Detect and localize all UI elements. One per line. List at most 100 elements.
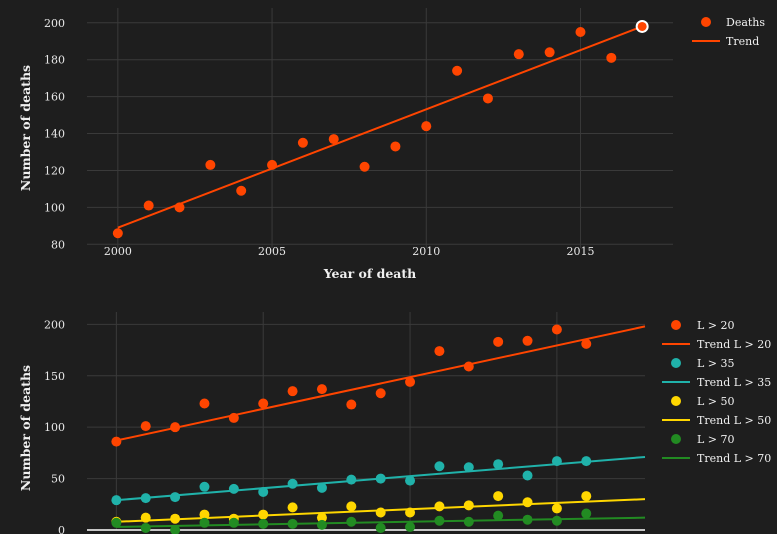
deaths-point[interactable] bbox=[390, 141, 401, 152]
data-point[interactable] bbox=[375, 388, 386, 399]
legend-item-deaths[interactable]: Deaths bbox=[701, 16, 765, 29]
data-point[interactable] bbox=[551, 456, 562, 467]
data-point[interactable] bbox=[551, 515, 562, 526]
data-point[interactable] bbox=[405, 507, 416, 518]
data-point[interactable] bbox=[287, 478, 298, 489]
data-point[interactable] bbox=[228, 483, 239, 494]
legend-item[interactable]: L > 70 bbox=[671, 433, 735, 446]
data-point[interactable] bbox=[581, 338, 592, 349]
legend-item[interactable]: Trend L > 20 bbox=[662, 338, 771, 351]
deaths-point[interactable] bbox=[174, 202, 185, 213]
deaths-point[interactable] bbox=[544, 47, 555, 58]
deaths-point[interactable] bbox=[482, 93, 493, 104]
legend-item[interactable]: L > 35 bbox=[671, 357, 735, 370]
data-point[interactable] bbox=[258, 509, 269, 520]
deaths-point[interactable] bbox=[452, 65, 463, 76]
deaths-point[interactable] bbox=[513, 49, 524, 60]
data-point[interactable] bbox=[493, 491, 504, 502]
legend-item[interactable]: Trend L > 70 bbox=[662, 452, 771, 465]
data-point[interactable] bbox=[140, 421, 151, 432]
data-point[interactable] bbox=[493, 336, 504, 347]
data-point[interactable] bbox=[199, 517, 210, 528]
legend-item[interactable]: Trend L > 35 bbox=[662, 376, 771, 389]
data-point[interactable] bbox=[287, 518, 298, 529]
data-point[interactable] bbox=[434, 461, 445, 472]
deaths-point[interactable] bbox=[205, 159, 216, 170]
legend-item[interactable]: L > 20 bbox=[671, 319, 735, 332]
data-point[interactable] bbox=[111, 436, 122, 447]
data-point[interactable] bbox=[551, 503, 562, 514]
data-point[interactable] bbox=[405, 376, 416, 387]
data-point[interactable] bbox=[140, 512, 151, 523]
data-point[interactable] bbox=[522, 335, 533, 346]
data-point[interactable] bbox=[346, 474, 357, 485]
data-point[interactable] bbox=[375, 473, 386, 484]
deaths-point[interactable] bbox=[236, 185, 247, 196]
data-point[interactable] bbox=[316, 384, 327, 395]
data-point[interactable] bbox=[228, 412, 239, 423]
bottom-plot-points[interactable] bbox=[111, 324, 592, 534]
data-point[interactable] bbox=[199, 481, 210, 492]
data-point[interactable] bbox=[170, 492, 181, 503]
data-point[interactable] bbox=[581, 456, 592, 467]
data-point[interactable] bbox=[316, 512, 327, 523]
data-point[interactable] bbox=[434, 515, 445, 526]
data-point[interactable] bbox=[463, 462, 474, 473]
data-point[interactable] bbox=[405, 475, 416, 486]
data-point[interactable] bbox=[199, 509, 210, 520]
data-point[interactable] bbox=[522, 514, 533, 525]
data-point[interactable] bbox=[375, 507, 386, 518]
data-point[interactable] bbox=[463, 516, 474, 527]
data-point[interactable] bbox=[375, 522, 386, 533]
data-point[interactable] bbox=[111, 517, 122, 528]
legend-label: L > 70 bbox=[697, 433, 735, 446]
deaths-point[interactable] bbox=[112, 228, 123, 239]
data-point[interactable] bbox=[434, 346, 445, 357]
data-point[interactable] bbox=[316, 482, 327, 493]
top-y-tick-label: 160 bbox=[44, 91, 65, 104]
data-point[interactable] bbox=[111, 495, 122, 506]
legend-item[interactable]: L > 50 bbox=[671, 395, 735, 408]
deaths-point[interactable] bbox=[421, 121, 432, 132]
data-point[interactable] bbox=[199, 398, 210, 409]
data-point[interactable] bbox=[522, 470, 533, 481]
deaths-point[interactable] bbox=[328, 134, 339, 145]
top-plot-points[interactable] bbox=[112, 19, 649, 239]
data-point[interactable] bbox=[228, 517, 239, 528]
deaths-point-highlighted[interactable] bbox=[635, 19, 649, 33]
data-point[interactable] bbox=[140, 493, 151, 504]
data-point[interactable] bbox=[405, 521, 416, 532]
legend-item[interactable]: Trend L > 50 bbox=[662, 414, 771, 427]
data-point[interactable] bbox=[463, 361, 474, 372]
data-point[interactable] bbox=[434, 501, 445, 512]
data-point[interactable] bbox=[493, 510, 504, 521]
data-point[interactable] bbox=[346, 399, 357, 410]
data-point[interactable] bbox=[463, 500, 474, 511]
data-point[interactable] bbox=[581, 508, 592, 519]
top-legend[interactable]: Deaths Trend bbox=[692, 16, 765, 48]
data-point[interactable] bbox=[581, 491, 592, 502]
legend-item-trend[interactable]: Trend bbox=[692, 35, 759, 48]
deaths-point[interactable] bbox=[575, 27, 586, 37]
data-point[interactable] bbox=[170, 513, 181, 524]
deaths-point[interactable] bbox=[143, 200, 154, 211]
data-point[interactable] bbox=[258, 486, 269, 497]
data-point[interactable] bbox=[316, 519, 327, 530]
data-point[interactable] bbox=[258, 398, 269, 409]
deaths-point[interactable] bbox=[359, 161, 370, 172]
deaths-point[interactable] bbox=[297, 137, 308, 148]
data-point[interactable] bbox=[522, 497, 533, 508]
data-point[interactable] bbox=[140, 522, 151, 533]
deaths-point[interactable] bbox=[267, 159, 278, 170]
data-point[interactable] bbox=[346, 516, 357, 527]
data-point[interactable] bbox=[170, 422, 181, 433]
bottom-legend[interactable]: L > 20 Trend L > 20 L > 35 Trend L > 35 L > … bbox=[662, 319, 771, 465]
data-point[interactable] bbox=[170, 525, 181, 534]
data-point[interactable] bbox=[287, 502, 298, 513]
deaths-point[interactable] bbox=[606, 52, 617, 63]
data-point[interactable] bbox=[493, 459, 504, 470]
data-point[interactable] bbox=[287, 386, 298, 397]
data-point[interactable] bbox=[346, 501, 357, 512]
data-point[interactable] bbox=[258, 518, 269, 529]
data-point[interactable] bbox=[551, 324, 562, 335]
